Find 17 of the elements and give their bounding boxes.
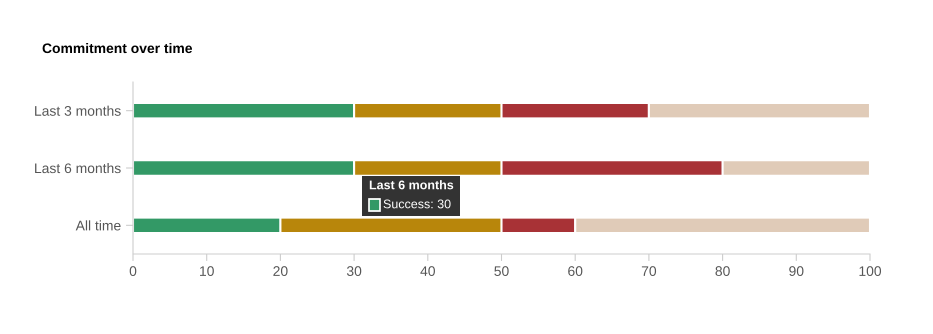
y-tick-label: Last 3 months xyxy=(35,106,121,116)
x-tick-label: 10 xyxy=(200,266,214,276)
x-tick-label: 0 xyxy=(130,266,136,276)
x-tick-label: 60 xyxy=(568,266,582,276)
x-tick-label: 50 xyxy=(494,266,509,276)
x-tick-label: 70 xyxy=(642,266,656,276)
chart-title: Commitment over time xyxy=(42,42,192,54)
x-tick-label: 40 xyxy=(420,266,435,276)
x-tick-label: 30 xyxy=(346,266,362,276)
annotation: Last 6 months xyxy=(370,180,454,190)
y-tick-label: Last 6 months xyxy=(35,162,121,174)
x-tick-label: 100 xyxy=(859,266,882,276)
annotation: Success: 30 xyxy=(384,200,451,208)
x-tick-label: 20 xyxy=(273,266,288,276)
x-tick-label: 80 xyxy=(715,266,730,276)
x-tick-label: 90 xyxy=(789,266,804,276)
y-tick-label: All time xyxy=(76,220,121,231)
